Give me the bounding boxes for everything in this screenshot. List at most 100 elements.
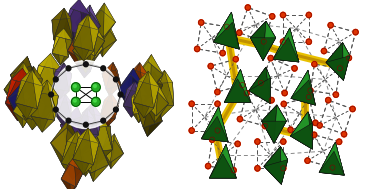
Polygon shape: [77, 131, 89, 170]
Polygon shape: [77, 114, 85, 138]
Circle shape: [306, 94, 311, 100]
Polygon shape: [128, 85, 143, 98]
Circle shape: [280, 12, 286, 18]
Polygon shape: [266, 67, 270, 104]
Polygon shape: [10, 75, 23, 105]
Polygon shape: [77, 67, 90, 78]
Circle shape: [215, 89, 220, 95]
Polygon shape: [42, 96, 58, 132]
Polygon shape: [210, 154, 236, 178]
Polygon shape: [100, 93, 111, 115]
Polygon shape: [102, 74, 110, 96]
Polygon shape: [52, 28, 68, 57]
Polygon shape: [135, 82, 143, 109]
Polygon shape: [274, 105, 286, 143]
Circle shape: [337, 139, 342, 144]
Polygon shape: [137, 93, 152, 128]
Polygon shape: [249, 67, 270, 104]
Circle shape: [306, 39, 311, 44]
Polygon shape: [264, 146, 288, 166]
Polygon shape: [160, 83, 174, 119]
Polygon shape: [70, 9, 90, 45]
Circle shape: [199, 20, 204, 25]
Circle shape: [292, 66, 297, 71]
Circle shape: [54, 77, 58, 82]
Polygon shape: [52, 8, 71, 20]
Polygon shape: [4, 62, 23, 90]
Polygon shape: [65, 94, 71, 117]
Polygon shape: [42, 69, 62, 111]
Circle shape: [114, 107, 118, 112]
Polygon shape: [19, 87, 39, 105]
Circle shape: [262, 123, 268, 129]
Circle shape: [268, 56, 273, 61]
Circle shape: [73, 99, 76, 102]
Polygon shape: [83, 113, 101, 145]
Circle shape: [220, 50, 225, 56]
Polygon shape: [92, 25, 107, 57]
Circle shape: [306, 94, 311, 100]
Polygon shape: [80, 113, 89, 145]
Polygon shape: [238, 69, 251, 102]
Circle shape: [350, 106, 355, 112]
Polygon shape: [213, 22, 239, 49]
Polygon shape: [87, 26, 103, 48]
Polygon shape: [148, 101, 162, 137]
Polygon shape: [76, 141, 89, 170]
Circle shape: [194, 46, 200, 52]
Circle shape: [215, 128, 220, 133]
Polygon shape: [43, 78, 62, 120]
Polygon shape: [264, 146, 288, 166]
Polygon shape: [48, 69, 62, 99]
Polygon shape: [104, 100, 119, 126]
Polygon shape: [52, 88, 69, 100]
Circle shape: [93, 99, 96, 102]
Polygon shape: [74, 157, 84, 187]
Circle shape: [208, 64, 213, 69]
Circle shape: [224, 24, 229, 29]
Circle shape: [206, 163, 211, 169]
Circle shape: [312, 61, 317, 67]
Polygon shape: [144, 84, 158, 103]
Circle shape: [189, 128, 194, 133]
Polygon shape: [90, 41, 105, 63]
Polygon shape: [263, 21, 276, 60]
Polygon shape: [201, 107, 228, 142]
Circle shape: [189, 101, 194, 106]
Polygon shape: [73, 24, 84, 61]
Circle shape: [269, 98, 274, 103]
Polygon shape: [224, 69, 251, 102]
Polygon shape: [131, 95, 148, 123]
Polygon shape: [30, 69, 50, 90]
Polygon shape: [47, 80, 58, 120]
Polygon shape: [5, 103, 28, 121]
Polygon shape: [136, 54, 151, 90]
Polygon shape: [319, 142, 335, 173]
Circle shape: [330, 165, 335, 170]
Polygon shape: [148, 54, 163, 74]
Circle shape: [337, 66, 342, 71]
Polygon shape: [64, 9, 75, 45]
Circle shape: [255, 139, 260, 144]
Polygon shape: [61, 141, 73, 180]
Polygon shape: [129, 75, 145, 110]
Polygon shape: [61, 179, 76, 189]
Polygon shape: [23, 91, 39, 122]
Polygon shape: [27, 56, 39, 87]
Polygon shape: [13, 91, 27, 111]
Polygon shape: [152, 70, 174, 106]
Polygon shape: [69, 157, 84, 172]
Polygon shape: [86, 147, 99, 176]
Polygon shape: [131, 87, 148, 97]
Polygon shape: [80, 46, 94, 63]
Polygon shape: [73, 128, 88, 159]
Polygon shape: [63, 144, 81, 167]
Circle shape: [255, 166, 260, 171]
Circle shape: [328, 22, 333, 28]
Polygon shape: [151, 83, 173, 119]
Polygon shape: [156, 84, 169, 104]
Polygon shape: [60, 125, 73, 157]
Polygon shape: [88, 14, 99, 51]
Polygon shape: [80, 132, 98, 145]
Polygon shape: [87, 108, 94, 132]
